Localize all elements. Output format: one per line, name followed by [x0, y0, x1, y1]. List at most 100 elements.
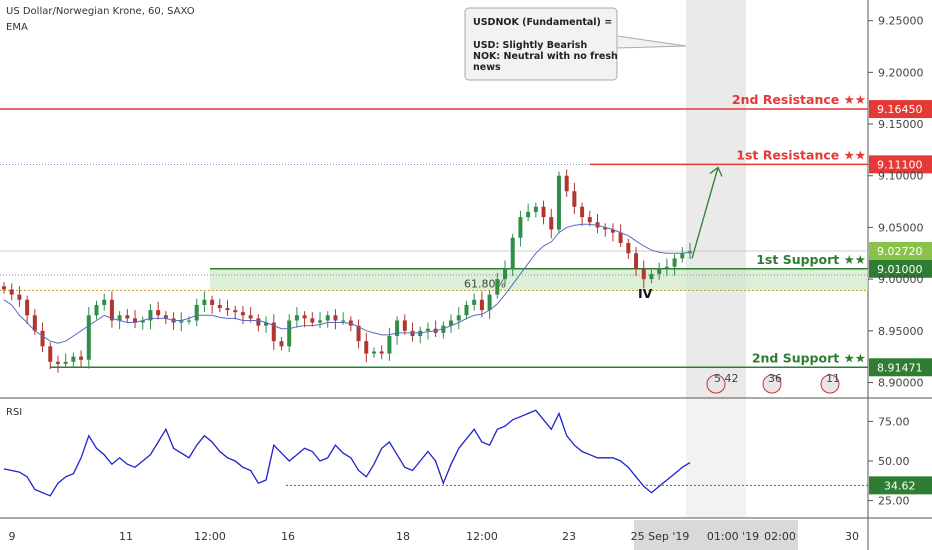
candle-body	[194, 304, 199, 321]
event-icon-1-label: 5 42	[714, 372, 739, 385]
candle-body	[256, 318, 261, 326]
candle-body	[549, 217, 554, 230]
candle-body	[186, 320, 191, 322]
candle-body	[133, 318, 138, 323]
level-tag-1	[869, 100, 932, 119]
time-tick-label: 01:00 '19	[707, 530, 759, 543]
candle-body	[271, 322, 276, 342]
candle-body	[9, 289, 14, 295]
time-tick-label: 23	[562, 530, 576, 543]
projection-arrowhead	[709, 166, 723, 177]
candle-body	[657, 268, 662, 274]
last-price-tag	[869, 241, 932, 260]
candle-body	[649, 273, 654, 280]
projection-arrow	[691, 167, 719, 259]
candle-body	[287, 320, 292, 347]
candle-body	[641, 268, 646, 280]
time-tick-label: 30	[845, 530, 859, 543]
time-tick-label: 18	[396, 530, 410, 543]
candle-body	[556, 175, 561, 230]
candle-body	[356, 325, 361, 342]
candle-body	[233, 310, 238, 313]
price-tick-label: 9.10000	[878, 170, 924, 183]
candle-body	[217, 304, 222, 309]
annotation-line: NOK: Neutral with no fresh	[473, 51, 618, 62]
candle-body	[17, 294, 22, 300]
candle-body	[503, 268, 508, 280]
candle-body	[125, 315, 130, 319]
time-tick-label: 9	[9, 530, 16, 543]
candle-body	[580, 206, 585, 218]
ema-line	[3, 223, 691, 344]
candle-body	[117, 315, 122, 321]
annotation-line: news	[473, 62, 501, 73]
fib-label: 61.80%	[464, 277, 506, 290]
session-shade	[686, 0, 746, 398]
candle-body	[371, 351, 376, 354]
candle-body	[294, 315, 299, 321]
candle-body	[364, 341, 369, 354]
price-tick-label: 8.90000	[878, 376, 924, 389]
last-price-text: 9.02720	[877, 245, 923, 258]
symbol-title: US Dollar/Norwegian Krone, 60, SAXO	[6, 6, 195, 17]
candle-body	[595, 222, 600, 228]
candle-body	[526, 211, 531, 218]
price-tick-label: 9.00000	[878, 273, 924, 286]
time-tick-label: 12:00	[466, 530, 498, 543]
candle-body	[279, 341, 284, 347]
callout-pointer	[616, 35, 687, 49]
level-tag-3	[869, 259, 932, 278]
candle-body	[94, 304, 99, 316]
candle-body	[533, 206, 538, 212]
candle-body	[472, 299, 477, 305]
candle-body	[379, 351, 384, 354]
candle-body	[441, 325, 446, 333]
candle-body	[464, 304, 469, 316]
level-tag-2	[869, 155, 932, 174]
event-icon-2	[762, 374, 782, 394]
event-icon-1	[706, 374, 726, 394]
rsi-line	[3, 409, 691, 497]
candle-body	[163, 315, 168, 319]
candle-body	[449, 320, 454, 326]
time-range-highlight	[634, 520, 798, 550]
event-icon-3-label: 11	[826, 372, 840, 385]
indicator-label: EMA	[6, 22, 28, 33]
candle-body	[487, 294, 492, 311]
rsi-tick-label: 50.00	[878, 455, 910, 468]
candle-body	[618, 232, 623, 243]
candle-body	[325, 315, 330, 321]
price-tick-label: 9.05000	[878, 221, 924, 234]
level-tag-text-1: 9.16450	[877, 103, 923, 116]
candle-body	[48, 346, 53, 362]
candle-body	[564, 175, 569, 192]
level-tag-text-3: 9.01000	[877, 263, 923, 276]
candle-body	[248, 315, 253, 319]
candle-body	[225, 308, 230, 311]
candle-body	[210, 299, 215, 305]
candle-body	[86, 315, 91, 360]
price-tick-label: 9.15000	[878, 118, 924, 131]
candle-body	[402, 320, 407, 331]
time-tick-label: 16	[281, 530, 295, 543]
time-tick-label: 25 Sep '19	[631, 530, 690, 543]
candle-body	[63, 361, 68, 364]
candle-body	[495, 279, 500, 295]
candle-body	[587, 217, 592, 223]
candle-body	[318, 320, 323, 323]
candle-body	[456, 315, 461, 321]
candle-body	[264, 322, 269, 326]
candle-body	[387, 335, 392, 354]
candle-body	[348, 320, 353, 326]
candle-body	[518, 217, 523, 238]
rsi-tick-label: 25.00	[878, 495, 910, 508]
candle-body	[302, 315, 307, 319]
candle-body	[626, 242, 631, 254]
candle-body	[156, 310, 161, 316]
rsi-session-shade	[686, 398, 746, 518]
event-icon-2-label: 36	[768, 372, 782, 385]
event-icon-3	[820, 374, 840, 394]
candle-body	[603, 227, 608, 230]
